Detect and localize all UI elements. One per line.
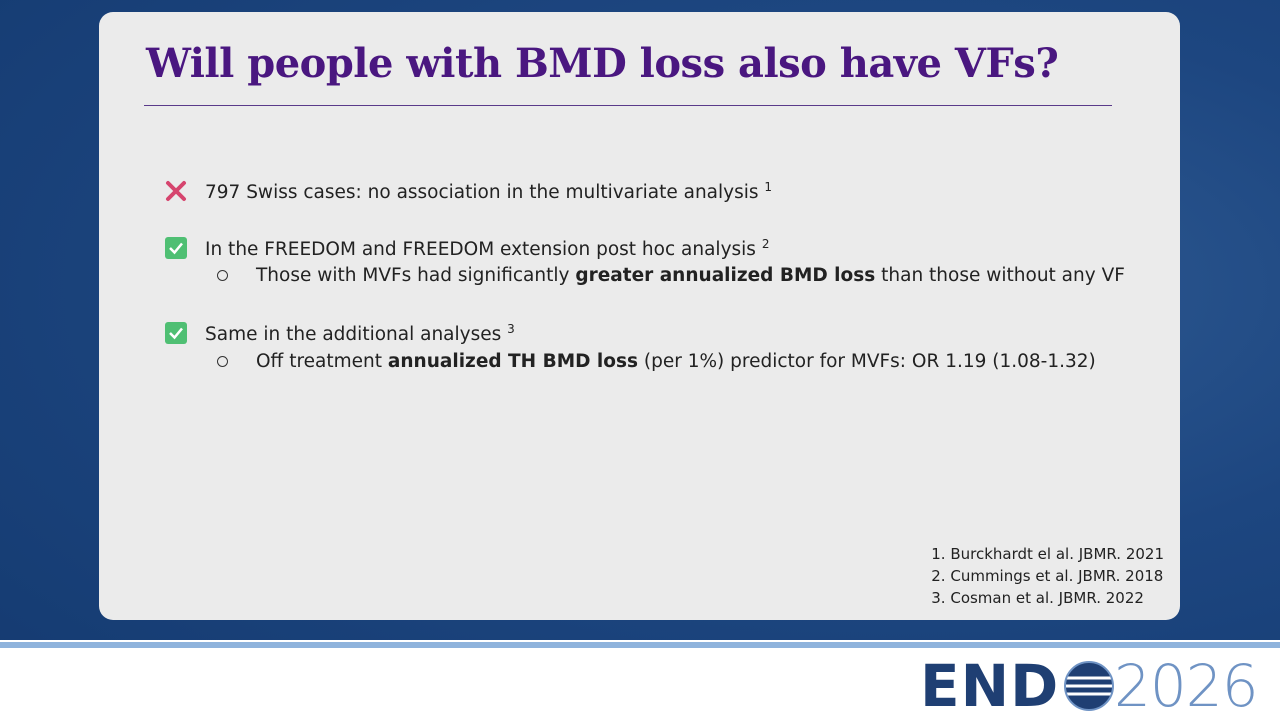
sub-text: Those with MVFs had significantly <box>256 265 576 286</box>
sub-bullet-marker <box>217 270 228 281</box>
sub-text: (per 1%) predictor for MVFs: OR 1.19 (1.… <box>637 351 1096 372</box>
bullet: Same in the additional analyses 3 <box>205 322 515 345</box>
bullet-text: In the FREEDOM and FREEDOM extension pos… <box>205 239 756 261</box>
bullet: 797 Swiss cases: no association in the m… <box>205 180 772 203</box>
references: 1. Burckhardt el al. JBMR. 2021 2. Cummi… <box>931 543 1164 609</box>
slide-title: Will people with BMD loss also have VFs? <box>146 40 1059 87</box>
sub-text: than those without any VF <box>875 265 1125 286</box>
sub-text-bold: greater annualized BMD loss <box>575 265 876 286</box>
reference: 2. Cummings et al. JBMR. 2018 <box>931 567 1164 585</box>
logo-text: END <box>920 652 1060 720</box>
reference: 1. Burckhardt el al. JBMR. 2021 <box>931 545 1164 563</box>
ref-mark: 3 <box>507 322 515 336</box>
cross-icon <box>166 181 186 201</box>
bullet-text: Same in the additional analyses <box>205 324 502 346</box>
sub-bullet-marker <box>217 356 228 367</box>
reference: 3. Cosman et al. JBMR. 2022 <box>931 589 1144 607</box>
content-card <box>99 12 1180 620</box>
ref-mark: 2 <box>761 237 770 251</box>
footer-stripe <box>0 642 1280 648</box>
bullet-text: 797 Swiss cases: no association in the m… <box>205 182 759 204</box>
title-rule <box>144 105 1112 106</box>
sub-bullet: Those with MVFs had significantly greate… <box>256 265 1125 286</box>
sub-text-bold: annualized TH BMD loss <box>387 351 638 372</box>
check-icon <box>165 237 187 259</box>
check-icon <box>165 322 187 344</box>
logo-globe <box>1064 661 1114 711</box>
sub-text: Off treatment <box>256 351 388 372</box>
sub-bullet: Off treatment annualized TH BMD loss (pe… <box>256 351 1096 372</box>
ref-mark: 1 <box>764 180 773 194</box>
logo-year: 2026 <box>1114 652 1259 720</box>
bullet: In the FREEDOM and FREEDOM extension pos… <box>205 237 769 260</box>
